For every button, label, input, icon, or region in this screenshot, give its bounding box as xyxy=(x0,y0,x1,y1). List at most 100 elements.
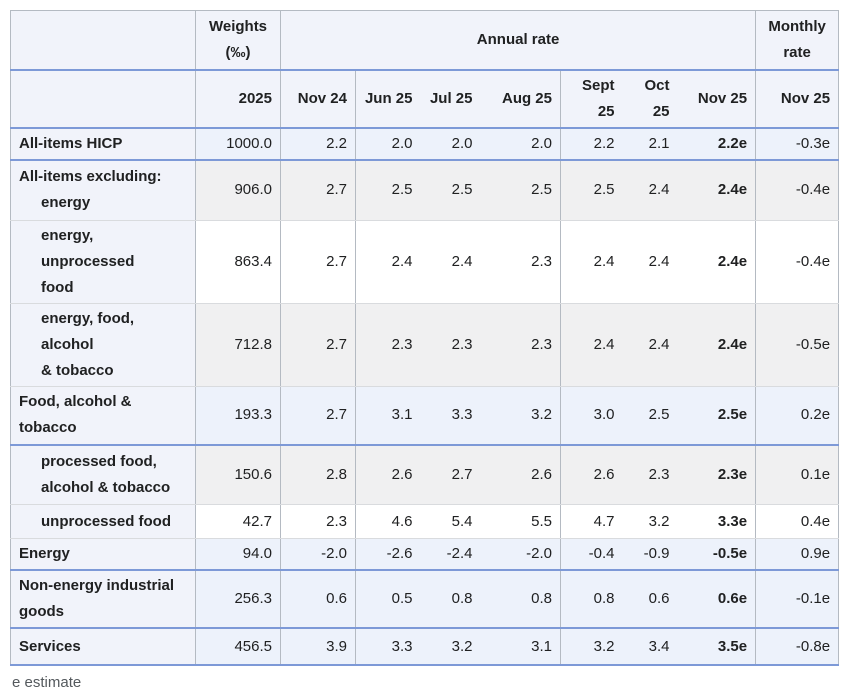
table-row: Energy 94.0 -2.0 -2.6 -2.4 -2.0 -0.4 -0.9 -0.5e 0… xyxy=(10,538,839,571)
row-label-line: All-items excluding: xyxy=(19,168,162,186)
month-header-monthly-nov25: Nov 25 xyxy=(755,69,839,129)
table-header: Weights (‰) Annual rate Monthly rate 202… xyxy=(10,10,839,129)
annual-rate-value: 2.3 xyxy=(622,444,678,505)
annual-rate-value: 3.2 xyxy=(622,504,678,539)
annual-rate-value: 2.4 xyxy=(560,220,623,304)
row-label: unprocessed food xyxy=(10,504,196,539)
annual-rate-value: 2.2e xyxy=(677,127,756,161)
row-label-line: alcohol & tobacco xyxy=(41,478,171,496)
table-body: All-items HICP 1000.0 2.2 2.0 2.0 2.0 2.2 2.1 2.… xyxy=(10,127,839,666)
annual-rate-value: 2.1 xyxy=(622,127,678,161)
annual-rate-value: 2.5 xyxy=(420,159,481,221)
month-header-jun25: Jun 25 xyxy=(355,69,421,129)
annual-rate-value: -0.9 xyxy=(622,538,678,571)
monthly-rate-header-line2: rate xyxy=(783,43,811,61)
row-label: All-items HICP xyxy=(10,127,196,161)
annual-rate-value: 2.6 xyxy=(355,444,421,505)
weights-year-header: 2025 xyxy=(195,69,281,129)
annual-rate-value: 0.8 xyxy=(420,570,481,629)
annual-rate-header: Annual rate xyxy=(279,10,756,71)
annual-rate-value: 4.7 xyxy=(560,504,623,539)
row-label-line: goods xyxy=(19,603,64,620)
annual-rate-value: 3.4 xyxy=(622,628,678,666)
annual-rate-value: -2.6 xyxy=(355,538,421,571)
monthly-rate-value: 0.4e xyxy=(755,504,839,539)
month-header-oct25: Oct 25 xyxy=(622,69,678,129)
monthly-rate-value: 0.9e xyxy=(755,538,839,571)
corner-cell-2 xyxy=(10,69,196,129)
row-label-line: processed food, xyxy=(41,452,157,470)
row-label: Energy xyxy=(10,538,196,571)
table-row: processed food, alcohol & tobacco 150.6 2.8… xyxy=(10,444,839,505)
row-label-line: Non-energy industrial xyxy=(19,577,175,594)
table-row: Services 456.5 3.9 3.3 3.2 3.1 3.2 3.4 3.5e -0.8e xyxy=(10,628,839,666)
header-group-row: Weights (‰) Annual rate Monthly rate xyxy=(10,10,839,71)
weight-value: 193.3 xyxy=(195,386,281,446)
annual-rate-value: -2.4 xyxy=(420,538,481,571)
row-label-line: Food, alcohol & xyxy=(19,393,132,411)
annual-rate-value: 5.4 xyxy=(420,504,481,539)
annual-rate-value: 3.9 xyxy=(280,628,356,666)
monthly-rate-value: -0.4e xyxy=(755,159,839,221)
row-label-line: tobacco xyxy=(19,419,77,437)
row-label-line: food xyxy=(41,279,74,296)
annual-rate-value: 4.6 xyxy=(355,504,421,539)
annual-rate-value: -2.0 xyxy=(280,538,356,571)
annual-rate-value: 0.6 xyxy=(622,570,678,629)
annual-rate-value: 3.1 xyxy=(355,386,421,446)
row-label-line: energy, food, alcohol xyxy=(41,310,135,353)
table-row: All-items excluding: energy 906.0 2.7 2.5 2.5… xyxy=(10,159,839,221)
annual-rate-value: 5.5 xyxy=(480,504,561,539)
annual-rate-value: 2.7 xyxy=(280,386,356,446)
row-label-line: unprocessed food xyxy=(41,512,172,530)
annual-rate-value: 2.5e xyxy=(677,386,756,446)
annual-rate-value: 3.2 xyxy=(480,386,561,446)
month-header-aug25: Aug 25 xyxy=(480,69,561,129)
annual-rate-value: 2.4 xyxy=(622,303,678,387)
row-label-line: Services xyxy=(19,637,81,655)
annual-rate-value: 2.3 xyxy=(480,303,561,387)
annual-rate-value: 2.7 xyxy=(280,220,356,304)
row-label: energy, unprocessed food xyxy=(10,220,196,304)
annual-rate-value: 2.4e xyxy=(677,220,756,304)
table-row: Food, alcohol & tobacco 193.3 2.7 3.1 3.3 3.2 3… xyxy=(10,386,839,446)
annual-rate-value: 2.4e xyxy=(677,159,756,221)
annual-rate-value: 2.4 xyxy=(560,303,623,387)
month-header-sept25: Sept 25 xyxy=(560,69,623,129)
annual-rate-value: 2.0 xyxy=(480,127,561,161)
annual-rate-value: 2.3e xyxy=(677,444,756,505)
annual-rate-value: 2.3 xyxy=(280,504,356,539)
monthly-rate-value: -0.8e xyxy=(755,628,839,666)
row-label: energy, food, alcohol & tobacco xyxy=(10,303,196,387)
annual-rate-value: 3.2 xyxy=(420,628,481,666)
annual-rate-value: 3.3 xyxy=(420,386,481,446)
weight-value: 256.3 xyxy=(195,570,281,629)
annual-rate-value: 2.7 xyxy=(280,303,356,387)
annual-rate-value: 0.8 xyxy=(480,570,561,629)
row-label: All-items excluding: energy xyxy=(10,159,196,221)
monthly-rate-header-line1: Monthly xyxy=(768,17,826,35)
row-label-line: energy xyxy=(41,194,91,212)
annual-rate-value: 0.6 xyxy=(280,570,356,629)
annual-rate-value: 0.8 xyxy=(560,570,623,629)
weight-value: 712.8 xyxy=(195,303,281,387)
row-label-line: All-items HICP xyxy=(19,134,123,152)
header-period-row: 2025 Nov 24 Jun 25 Jul 25 Aug 25 Sept 25… xyxy=(10,69,839,129)
monthly-rate-value: 0.1e xyxy=(755,444,839,505)
month-header-nov25: Nov 25 xyxy=(677,69,756,129)
annual-rate-value: 2.5 xyxy=(560,159,623,221)
annual-rate-value: 2.2 xyxy=(280,127,356,161)
weights-header-line2: (‰) xyxy=(225,43,251,61)
corner-cell xyxy=(10,10,196,71)
table-row: energy, unprocessed food 863.4 2.7 2.4 2.4 2.3… xyxy=(10,220,839,304)
row-label-line: Energy xyxy=(19,545,70,562)
weight-value: 863.4 xyxy=(195,220,281,304)
monthly-rate-value: -0.1e xyxy=(755,570,839,629)
row-label: Non-energy industrial goods xyxy=(10,570,196,629)
annual-rate-value: 2.4 xyxy=(355,220,421,304)
monthly-rate-header: Monthly rate xyxy=(755,10,839,71)
annual-rate-value: -0.4 xyxy=(560,538,623,571)
table-row: Non-energy industrial goods 256.3 0.6 0.5 0.8… xyxy=(10,570,839,629)
annual-rate-value: 2.7 xyxy=(280,159,356,221)
